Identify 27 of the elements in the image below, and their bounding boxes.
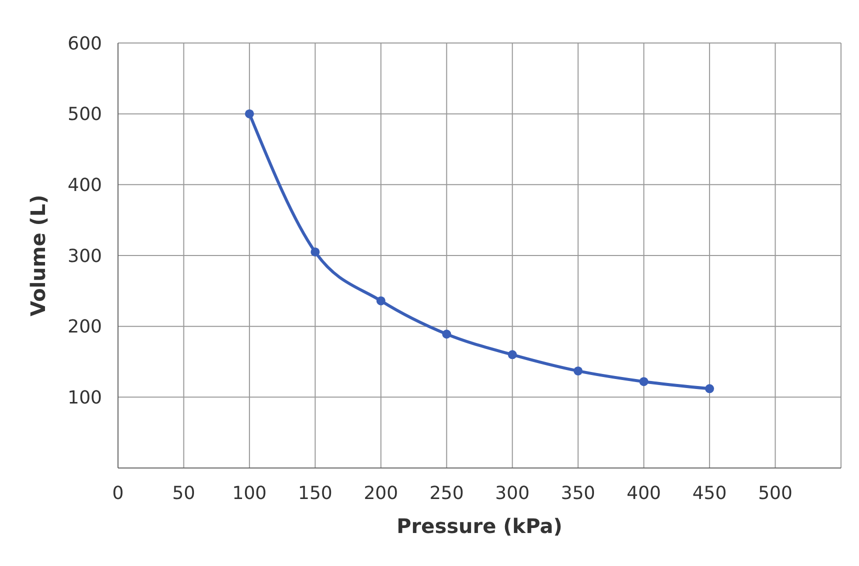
point <box>310 247 320 256</box>
y-tick-label: 100 <box>68 388 102 409</box>
y-tick-label: 200 <box>68 316 102 338</box>
x-tick-label: 100 <box>232 482 267 504</box>
point <box>574 366 583 376</box>
x-tick-label: 0 <box>112 482 124 504</box>
x-tick-label: 300 <box>495 482 530 504</box>
y-tick-label: 400 <box>68 175 102 196</box>
x-tick-label: 400 <box>626 482 661 504</box>
y-axis-title: Volume (L) <box>26 194 50 316</box>
point <box>705 384 714 394</box>
y-tick-label: 600 <box>68 33 102 54</box>
point <box>508 350 517 360</box>
y-tick-label: 300 <box>68 246 102 267</box>
point <box>244 109 254 118</box>
x-tick-label: 150 <box>298 482 332 504</box>
x-tick-label: 450 <box>692 482 727 504</box>
x-tick-label: 50 <box>172 482 196 504</box>
x-tick-label: 200 <box>364 482 398 504</box>
point <box>639 377 648 386</box>
x-axis-title: Pressure (kPa) <box>396 514 562 538</box>
y-tick-label: 500 <box>68 104 102 126</box>
x-tick-label: 250 <box>429 482 464 504</box>
x-tick-label: 500 <box>758 482 792 504</box>
point <box>442 330 452 339</box>
x-tick-label: 350 <box>560 482 596 504</box>
point <box>376 296 386 306</box>
